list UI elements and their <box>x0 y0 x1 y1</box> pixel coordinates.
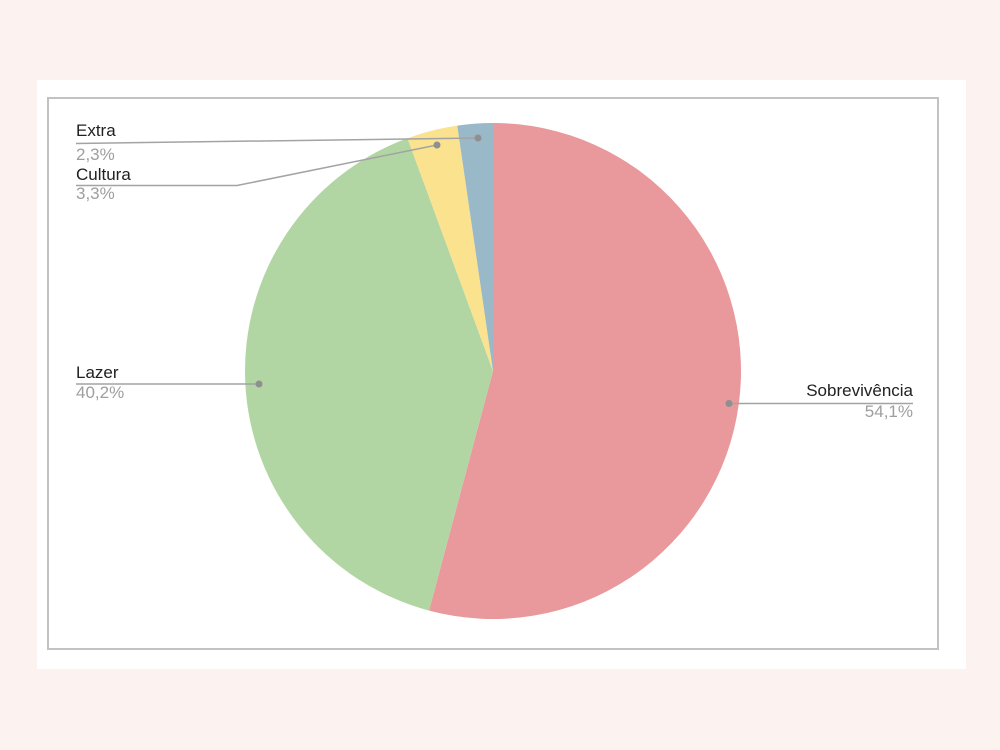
label-extra-name: Extra <box>76 121 116 140</box>
chart-card: Extra 2,3% Cultura 3,3% Lazer 40,2% Sobr… <box>37 80 966 669</box>
label-sobrevivencia-pct: 54,1% <box>864 402 913 421</box>
leader-dot-sobrevivencia <box>725 400 733 407</box>
pie-chart-svg <box>75 123 913 620</box>
leader-line-extra <box>75 137 479 145</box>
label-lazer-pct: 40,2% <box>76 383 125 402</box>
pie-slice-lazer[interactable] <box>244 138 493 611</box>
pie-slice-cultura[interactable] <box>407 125 493 371</box>
leader-dot-lazer <box>255 380 263 388</box>
leader-dot-cultura <box>433 141 441 149</box>
leader-line-cultura <box>76 144 438 187</box>
pie-slice-extra[interactable] <box>457 123 493 371</box>
leader-dot-extra <box>474 134 482 142</box>
label-sobrevivencia-name: Sobrevivência <box>806 381 913 400</box>
chart-frame: Extra 2,3% Cultura 3,3% Lazer 40,2% Sobr… <box>47 97 939 650</box>
label-cultura-pct: 3,3% <box>76 184 115 203</box>
pie-slice-sobrevivencia[interactable] <box>429 123 741 620</box>
label-cultura-name: Cultura <box>76 165 131 184</box>
label-lazer-name: Lazer <box>76 363 119 382</box>
label-extra-pct: 2,3% <box>76 145 115 164</box>
